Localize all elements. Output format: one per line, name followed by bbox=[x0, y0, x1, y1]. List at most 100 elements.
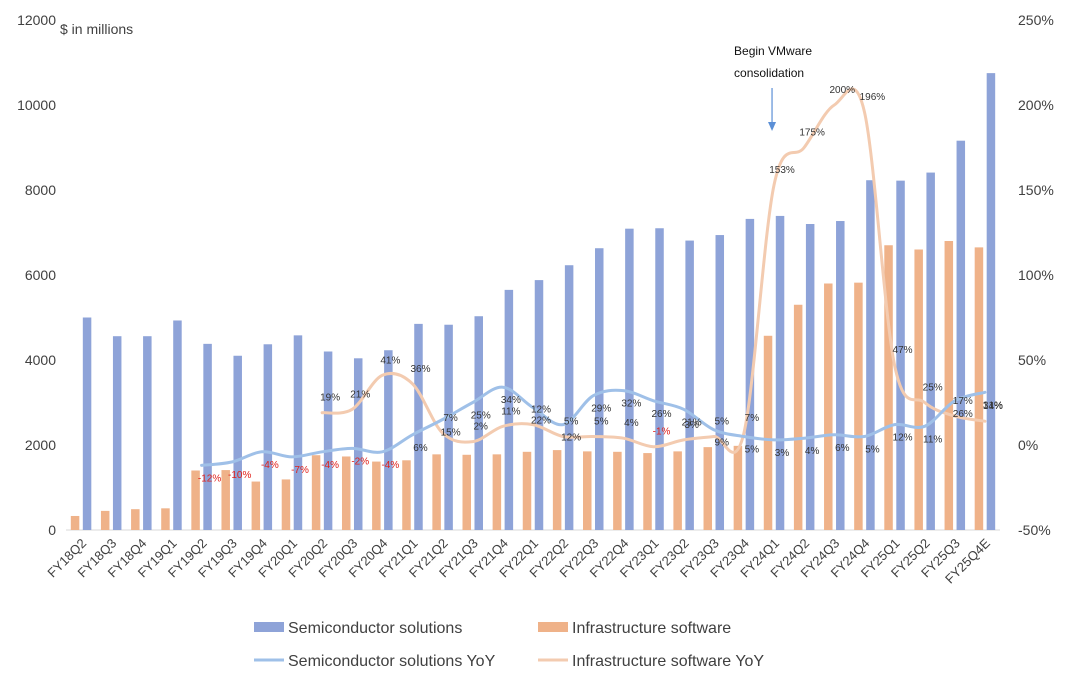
data-label-infrastructure-software-yoy: 200% bbox=[830, 85, 856, 96]
data-label-infrastructure-software-yoy: 17% bbox=[953, 396, 973, 407]
bar-infrastructure-software bbox=[793, 304, 803, 530]
bar-semiconductor bbox=[775, 215, 785, 531]
y-right-tick-label: 100% bbox=[1018, 267, 1054, 283]
bar-infrastructure-software bbox=[281, 479, 291, 530]
bar-infrastructure-software bbox=[221, 470, 230, 530]
y-right-tick-label: 250% bbox=[1018, 12, 1054, 28]
data-label-semiconductor-yoy: -4% bbox=[321, 460, 339, 471]
data-label-semiconductor-yoy: 32% bbox=[621, 399, 641, 410]
legend-label: Infrastructure software YoY bbox=[572, 653, 764, 670]
data-label-infrastructure-software-yoy: 153% bbox=[769, 165, 795, 176]
bar-semiconductor bbox=[655, 228, 664, 530]
data-label-semiconductor-yoy: 15% bbox=[441, 428, 461, 439]
bar-semiconductor bbox=[595, 248, 604, 530]
data-label-semiconductor-yoy: 31% bbox=[983, 400, 1003, 411]
bar-semiconductor bbox=[112, 336, 122, 530]
data-label-semiconductor-yoy: 22% bbox=[531, 416, 551, 427]
data-label-semiconductor-yoy: 5% bbox=[745, 445, 760, 456]
bar-infrastructure-software bbox=[643, 453, 652, 530]
bar-semiconductor bbox=[926, 172, 935, 530]
y-left-unit-label: $ in millions bbox=[60, 21, 133, 37]
data-label-infrastructure-software-yoy: 5% bbox=[594, 417, 609, 428]
data-labels-group: -12% -10%-4% -7% -4% -2% -4%6%15%25%34%22%12%… bbox=[198, 85, 1003, 484]
data-label-semiconductor-yoy: 25% bbox=[471, 411, 491, 422]
legend: Semiconductor solutions Infrastructure so… bbox=[254, 620, 764, 670]
bar-semiconductor bbox=[685, 240, 694, 530]
y-right-tick-label: 0% bbox=[1018, 437, 1038, 453]
data-label-infrastructure-software-yoy: 2% bbox=[474, 422, 489, 433]
legend-swatch bbox=[254, 622, 284, 632]
annotation-text: Begin VMware bbox=[734, 44, 812, 58]
data-label-semiconductor-yoy: 34% bbox=[501, 395, 521, 406]
bar-semiconductor bbox=[866, 180, 875, 530]
data-label-infrastructure-software-yoy: 196% bbox=[860, 92, 886, 103]
bar-semiconductor bbox=[745, 218, 755, 530]
bar-infrastructure-software bbox=[372, 461, 381, 530]
bar-infrastructure-software bbox=[341, 456, 351, 530]
annotation-group: Begin VMware consolidation bbox=[734, 44, 812, 131]
data-label-infrastructure-software-yoy: 36% bbox=[410, 364, 430, 375]
bar-infrastructure-software bbox=[703, 447, 713, 530]
y-left-tick-label: 2000 bbox=[25, 437, 56, 453]
data-label-semiconductor-yoy: 26% bbox=[652, 409, 672, 420]
data-label-infrastructure-software-yoy: 14% bbox=[983, 401, 1003, 412]
data-label-semiconductor-yoy: 3% bbox=[775, 448, 790, 459]
bar-semiconductor bbox=[956, 140, 966, 530]
legend-label: Semiconductor solutions bbox=[288, 620, 462, 637]
data-label-semiconductor-yoy: 5% bbox=[865, 445, 880, 456]
line-infrastructure-software-yoy bbox=[320, 87, 987, 454]
y-left-tick-label: 10000 bbox=[17, 97, 56, 113]
data-label-semiconductor-yoy: 4% bbox=[805, 446, 820, 457]
data-label-semiconductor-yoy: 12% bbox=[561, 433, 581, 444]
annotation-arrowhead bbox=[768, 122, 777, 131]
line-semiconductor-yoy bbox=[200, 385, 987, 467]
legend-label: Semiconductor solutions YoY bbox=[288, 653, 496, 670]
bar-infrastructure-software bbox=[854, 282, 863, 530]
bar-semiconductor bbox=[474, 316, 483, 530]
bar-infrastructure-software bbox=[914, 249, 923, 530]
data-label-infrastructure-software-yoy: 7% bbox=[443, 413, 458, 424]
data-label-infrastructure-software-yoy: 25% bbox=[923, 383, 943, 394]
data-label-infrastructure-software-yoy: 3% bbox=[684, 420, 699, 431]
y-left-tick-label: 12000 bbox=[17, 12, 56, 28]
bar-infrastructure-software bbox=[251, 481, 261, 530]
y-left-tick-label: 6000 bbox=[25, 267, 56, 283]
bar-infrastructure-software bbox=[974, 247, 984, 530]
data-label-semiconductor-yoy: -7% bbox=[291, 465, 309, 476]
data-label-infrastructure-software-yoy: 175% bbox=[799, 128, 825, 139]
bar-semiconductor bbox=[353, 358, 363, 530]
data-label-semiconductor-yoy: 11% bbox=[923, 434, 942, 445]
bar-infrastructure-software bbox=[763, 335, 773, 530]
bar-semiconductor bbox=[444, 324, 453, 530]
bar-infrastructure-software bbox=[311, 455, 321, 530]
data-label-semiconductor-yoy: 29% bbox=[591, 404, 611, 415]
data-label-infrastructure-software-yoy: 12% bbox=[531, 405, 551, 416]
bar-semiconductor bbox=[323, 351, 333, 530]
y-right-tick-label: 50% bbox=[1018, 352, 1046, 368]
data-label-infrastructure-software-yoy: 4% bbox=[624, 418, 639, 429]
bar-infrastructure-software bbox=[583, 451, 592, 530]
legend-swatch bbox=[538, 622, 568, 632]
bar-semiconductor bbox=[836, 221, 845, 530]
data-label-semiconductor-yoy: 9% bbox=[715, 438, 730, 449]
bar-semiconductor bbox=[504, 289, 514, 530]
data-label-infrastructure-software-yoy: 19% bbox=[320, 393, 340, 404]
bar-infrastructure-software bbox=[522, 451, 532, 530]
bar-infrastructure-software bbox=[462, 454, 471, 530]
bar-infrastructure-software bbox=[673, 451, 682, 530]
bars-group bbox=[70, 73, 996, 531]
bar-semiconductor bbox=[173, 320, 182, 530]
data-label-semiconductor-yoy: -2% bbox=[351, 456, 369, 467]
bar-infrastructure-software bbox=[100, 510, 110, 530]
data-label-infrastructure-software-yoy: 5% bbox=[715, 417, 730, 428]
bar-semiconductor bbox=[805, 224, 815, 530]
bar-semiconductor bbox=[233, 355, 242, 530]
bar-infrastructure-software bbox=[402, 460, 411, 530]
bar-semiconductor bbox=[986, 73, 996, 530]
bar-semiconductor bbox=[263, 344, 273, 530]
data-label-infrastructure-software-yoy: -1% bbox=[653, 427, 671, 438]
bar-semiconductor bbox=[203, 343, 212, 530]
bar-semiconductor bbox=[534, 280, 544, 530]
legend-label: Infrastructure software bbox=[572, 620, 731, 637]
